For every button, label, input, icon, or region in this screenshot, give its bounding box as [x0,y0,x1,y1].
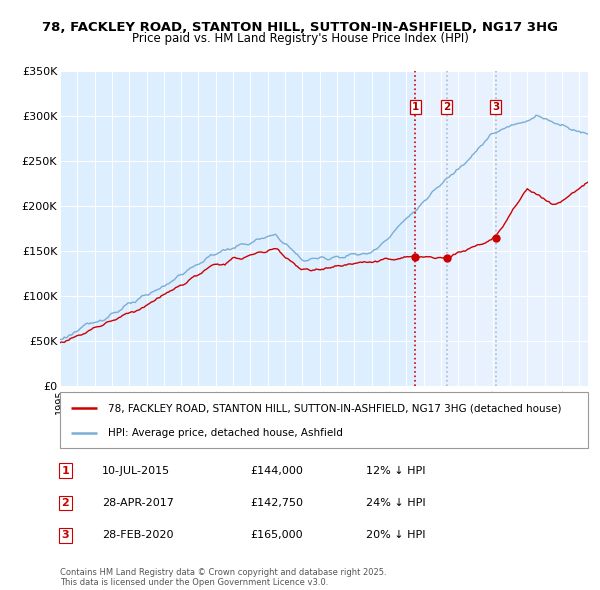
Text: HPI: Average price, detached house, Ashfield: HPI: Average price, detached house, Ashf… [107,428,343,438]
Text: 12% ↓ HPI: 12% ↓ HPI [366,466,426,476]
Text: 78, FACKLEY ROAD, STANTON HILL, SUTTON-IN-ASHFIELD, NG17 3HG (detached house): 78, FACKLEY ROAD, STANTON HILL, SUTTON-I… [107,403,561,413]
Text: 28-FEB-2020: 28-FEB-2020 [102,530,174,540]
Bar [415,71,588,386]
Text: 78, FACKLEY ROAD, STANTON HILL, SUTTON-IN-ASHFIELD, NG17 3HG: 78, FACKLEY ROAD, STANTON HILL, SUTTON-I… [42,21,558,34]
Text: 1: 1 [412,102,419,112]
FancyBboxPatch shape [60,392,588,448]
Text: 3: 3 [61,530,69,540]
Text: 3: 3 [492,102,499,112]
Text: 20% ↓ HPI: 20% ↓ HPI [366,530,426,540]
Text: 10-JUL-2015: 10-JUL-2015 [102,466,170,476]
Text: Contains HM Land Registry data © Crown copyright and database right 2025.
This d: Contains HM Land Registry data © Crown c… [60,568,386,587]
Text: 2: 2 [443,102,450,112]
Text: 24% ↓ HPI: 24% ↓ HPI [366,498,426,508]
Text: 2: 2 [61,498,69,508]
Text: 1: 1 [61,466,69,476]
Text: 28-APR-2017: 28-APR-2017 [102,498,174,508]
Text: £144,000: £144,000 [250,466,303,476]
Text: £165,000: £165,000 [250,530,303,540]
Text: Price paid vs. HM Land Registry's House Price Index (HPI): Price paid vs. HM Land Registry's House … [131,32,469,45]
Text: £142,750: £142,750 [250,498,303,508]
